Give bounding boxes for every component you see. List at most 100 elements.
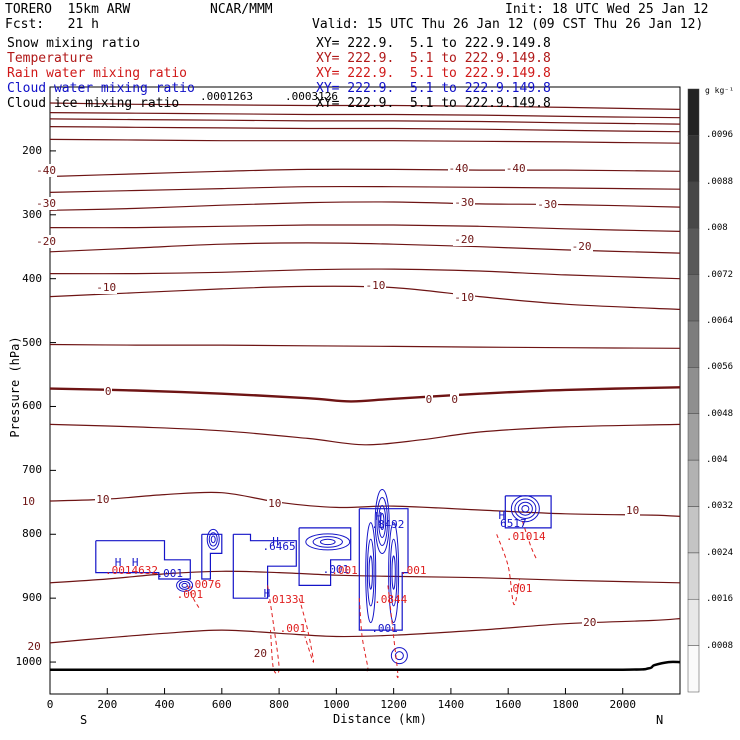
rain-water-label: .001 (279, 621, 307, 635)
colorbar-swatch (687, 181, 700, 229)
isotherm-label: -30 (453, 195, 476, 209)
y-tick-label: 1000 (15, 655, 43, 669)
high-marker: H (263, 586, 271, 600)
colorbar-label: .0032 (706, 501, 734, 512)
cloud-water-label: .6465 (262, 540, 296, 554)
isotherm-line (50, 112, 680, 119)
top-contour-label: .0001263 (200, 90, 253, 103)
cloud-water-core-contour (208, 532, 218, 547)
rain-water-label: .001 (331, 563, 358, 577)
colorbar-label: .0072 (706, 269, 734, 280)
rain-water-label: .001 (505, 581, 533, 595)
colorbar-swatch (687, 459, 700, 507)
x-tick-label: 1000 (323, 698, 350, 711)
y-tick-label: 900 (22, 591, 42, 605)
x-tick-label: 200 (97, 698, 118, 711)
cloud-water-core-contour (521, 504, 530, 513)
high-marker: H (272, 534, 279, 548)
isotherm-line (50, 242, 680, 254)
y-tick-label: 500 (22, 335, 42, 349)
isotherm-label: -40 (447, 162, 470, 176)
cloud-water-core-contour (388, 522, 400, 624)
field-legend-name: Rain water mixing ratio (7, 66, 188, 81)
colorbar-label: .0024 (706, 547, 734, 558)
cloud-water-core-contour (181, 582, 188, 588)
isotherm-line (50, 138, 680, 144)
init-time: Init: 18 UTC Wed 25 Jan 12 (505, 2, 709, 17)
field-legend-section: XY= 222.9. 5.1 to 222.9.149.8 (316, 66, 551, 81)
rain-water-label: .001 (399, 563, 427, 577)
cloud-water-core-contour (514, 498, 537, 519)
rain-water-label: .01331 (265, 593, 306, 607)
rain-water-contour (267, 585, 280, 675)
cloud-water-core-contour (178, 580, 191, 590)
cloud-water-contour (95, 540, 191, 580)
cloud-water-label: .001 (156, 566, 184, 580)
isotherm-label: -10 (95, 281, 118, 295)
x-tick-label: 400 (154, 698, 175, 711)
high-marker: H (375, 510, 382, 523)
isotherm-label: 10 (625, 503, 641, 517)
terrain-line (49, 660, 681, 672)
isotherm-label: -20 (35, 235, 57, 249)
cloud-water-label: .8492 (371, 518, 405, 532)
cloud-water-core-contour (376, 496, 388, 546)
isotherm-label: 20 (26, 639, 42, 653)
field-legend-section: XY= 222.9. 5.1 to 222.9.149.8 (316, 96, 551, 111)
isotherm-line (50, 491, 680, 517)
cloud-water-label: .001 (322, 563, 350, 577)
isotherm-label: -40 (504, 162, 527, 176)
cloud-water-core-contour (390, 647, 408, 665)
x-tick-label: 800 (269, 698, 290, 711)
isotherm-line (50, 224, 680, 232)
isotherm-label: 0 (450, 393, 459, 407)
colorbar-swatch (687, 320, 700, 368)
isotherm-line (50, 268, 680, 280)
cloud-water-core-contour (305, 533, 351, 551)
isotherm-line (50, 570, 680, 584)
colorbar-label: .0048 (706, 408, 734, 419)
field-legend-section: XY= 222.9. 5.1 to 222.9.149.8 (316, 81, 551, 96)
high-marker: H (498, 509, 506, 523)
y-tick-label: 700 (22, 463, 42, 477)
isotherm-label: -40 (35, 164, 57, 178)
colorbar-label: .0088 (706, 176, 734, 187)
rain-water-label: .001 (176, 587, 204, 601)
cloud-water-core-contour (389, 538, 398, 607)
isotherm-line (50, 118, 680, 125)
rain-water-label: .0844 (374, 593, 408, 607)
x-tick-label: 2000 (609, 698, 636, 711)
isotherm-label: -20 (570, 240, 593, 254)
y-tick-label: 400 (22, 271, 42, 285)
isotherm-label: -20 (453, 233, 476, 247)
cloud-water-core-contour (210, 535, 216, 544)
y-tick-label: 800 (22, 527, 42, 541)
isotherm-label: 10 (267, 496, 283, 510)
rain-water-label: .0076 (188, 578, 222, 592)
cloud-water-core-contour (510, 495, 540, 523)
top-contour-label: .0003126 (285, 90, 338, 103)
end-label-south: S (80, 713, 88, 727)
field-legend-name: Temperature (7, 51, 94, 66)
rain-water-contour (387, 585, 399, 679)
isotherm-label: -30 (536, 197, 559, 211)
colorbar-swatch (687, 135, 700, 183)
colorbar-swatch (687, 645, 700, 693)
y-axis-label: Pressure (hPa) (8, 336, 22, 438)
cloud-water-core-contour (368, 555, 373, 590)
rain-water-contour (298, 598, 315, 663)
colorbar-label: .0056 (706, 362, 734, 373)
cloud-water-core-contour (391, 555, 396, 590)
colorbar-swatch (687, 367, 700, 414)
field-legend-name: Snow mixing ratio (7, 36, 141, 51)
rain-water-label: .01014 (505, 529, 546, 543)
x-tick-label: 1200 (380, 698, 407, 711)
field-legend-section: XY= 222.9. 5.1 to 222.9.149.8 (316, 36, 551, 51)
rain-water-contour (187, 585, 200, 608)
isotherm-label: 0 (103, 385, 113, 399)
cloud-water-core-contour (206, 528, 220, 550)
high-marker: H (131, 556, 139, 570)
cloud-water-core-contour (365, 522, 377, 624)
colorbar-swatch (687, 552, 700, 600)
isotherm-line (50, 201, 680, 211)
